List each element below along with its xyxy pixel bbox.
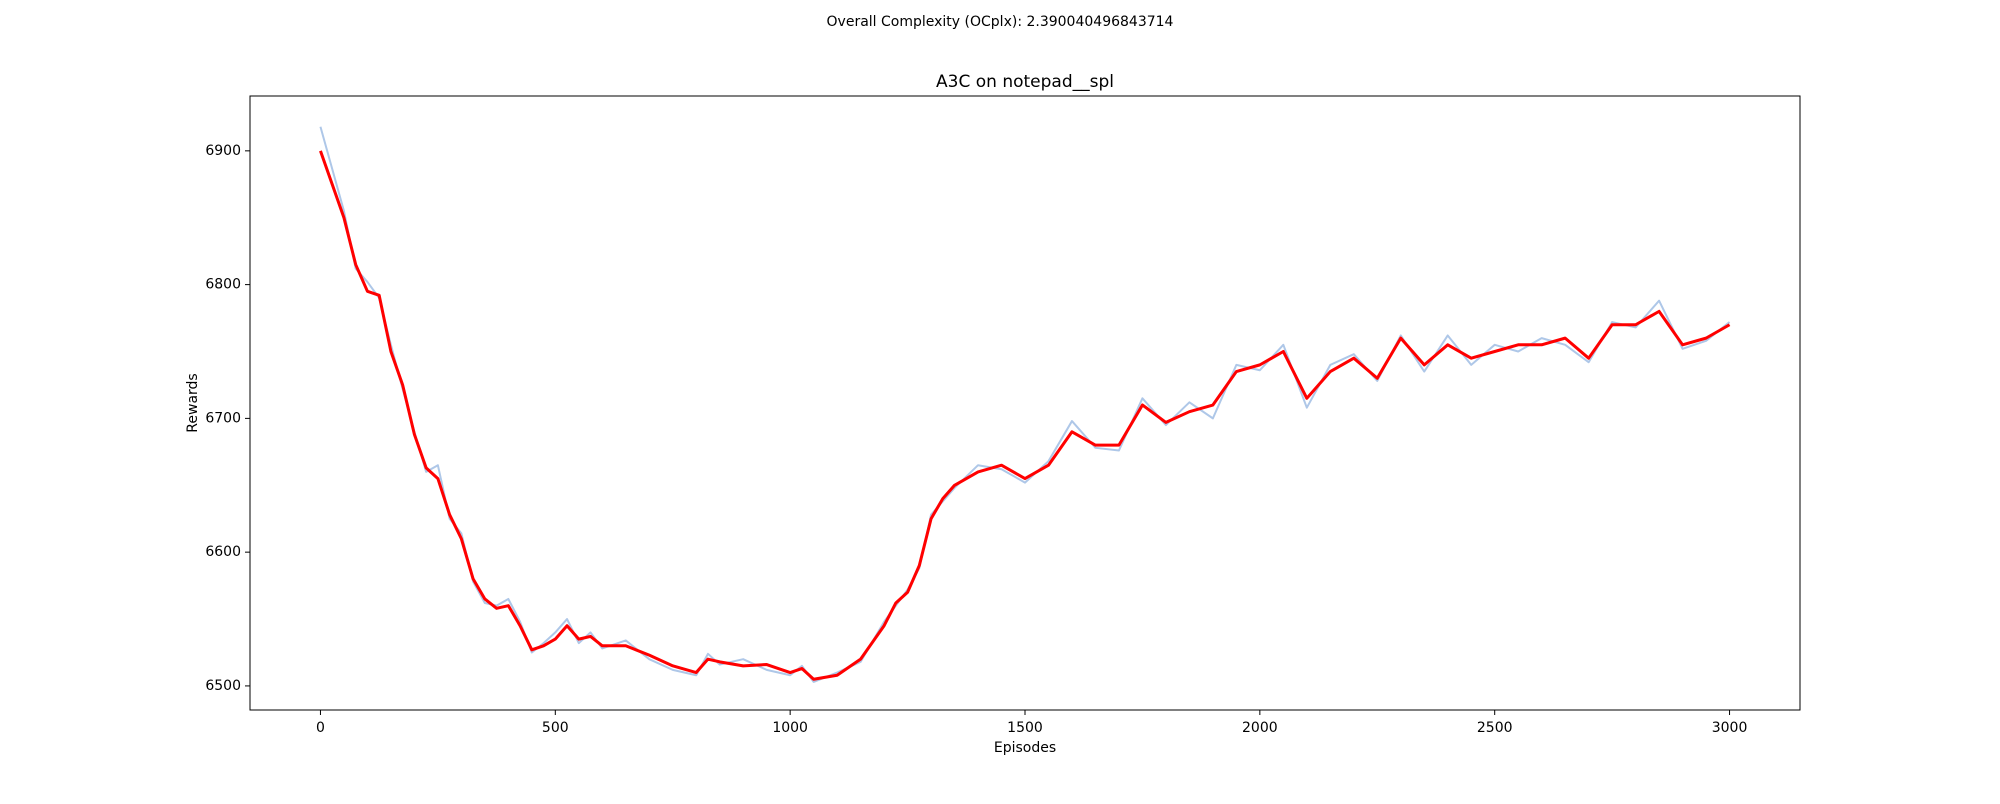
x-tick-label: 1500 xyxy=(1007,720,1043,736)
y-tick-label: 6800 xyxy=(205,277,241,293)
y-tick-label: 6500 xyxy=(205,678,241,694)
x-tick-label: 0 xyxy=(316,720,325,736)
suptitle: Overall Complexity (OCplx): 2.3900404968… xyxy=(827,14,1174,30)
series-line xyxy=(319,126,1731,683)
y-tick-label: 6700 xyxy=(205,410,241,426)
x-tick-label: 1000 xyxy=(772,720,808,736)
x-tick-label: 2500 xyxy=(1477,720,1513,736)
plot-frame xyxy=(249,95,1801,711)
x-tick-label: 2000 xyxy=(1242,720,1278,736)
x-axis-label: Episodes xyxy=(994,740,1056,756)
chart-title: A3C on notepad__spl xyxy=(936,72,1114,92)
x-tick-label: 500 xyxy=(542,720,569,736)
y-tick-label: 6600 xyxy=(205,544,241,560)
y-axis-label: Rewards xyxy=(185,373,201,432)
y-tick-label: 6900 xyxy=(205,143,241,159)
series-line xyxy=(319,150,1731,681)
x-tick-label: 3000 xyxy=(1712,720,1748,736)
